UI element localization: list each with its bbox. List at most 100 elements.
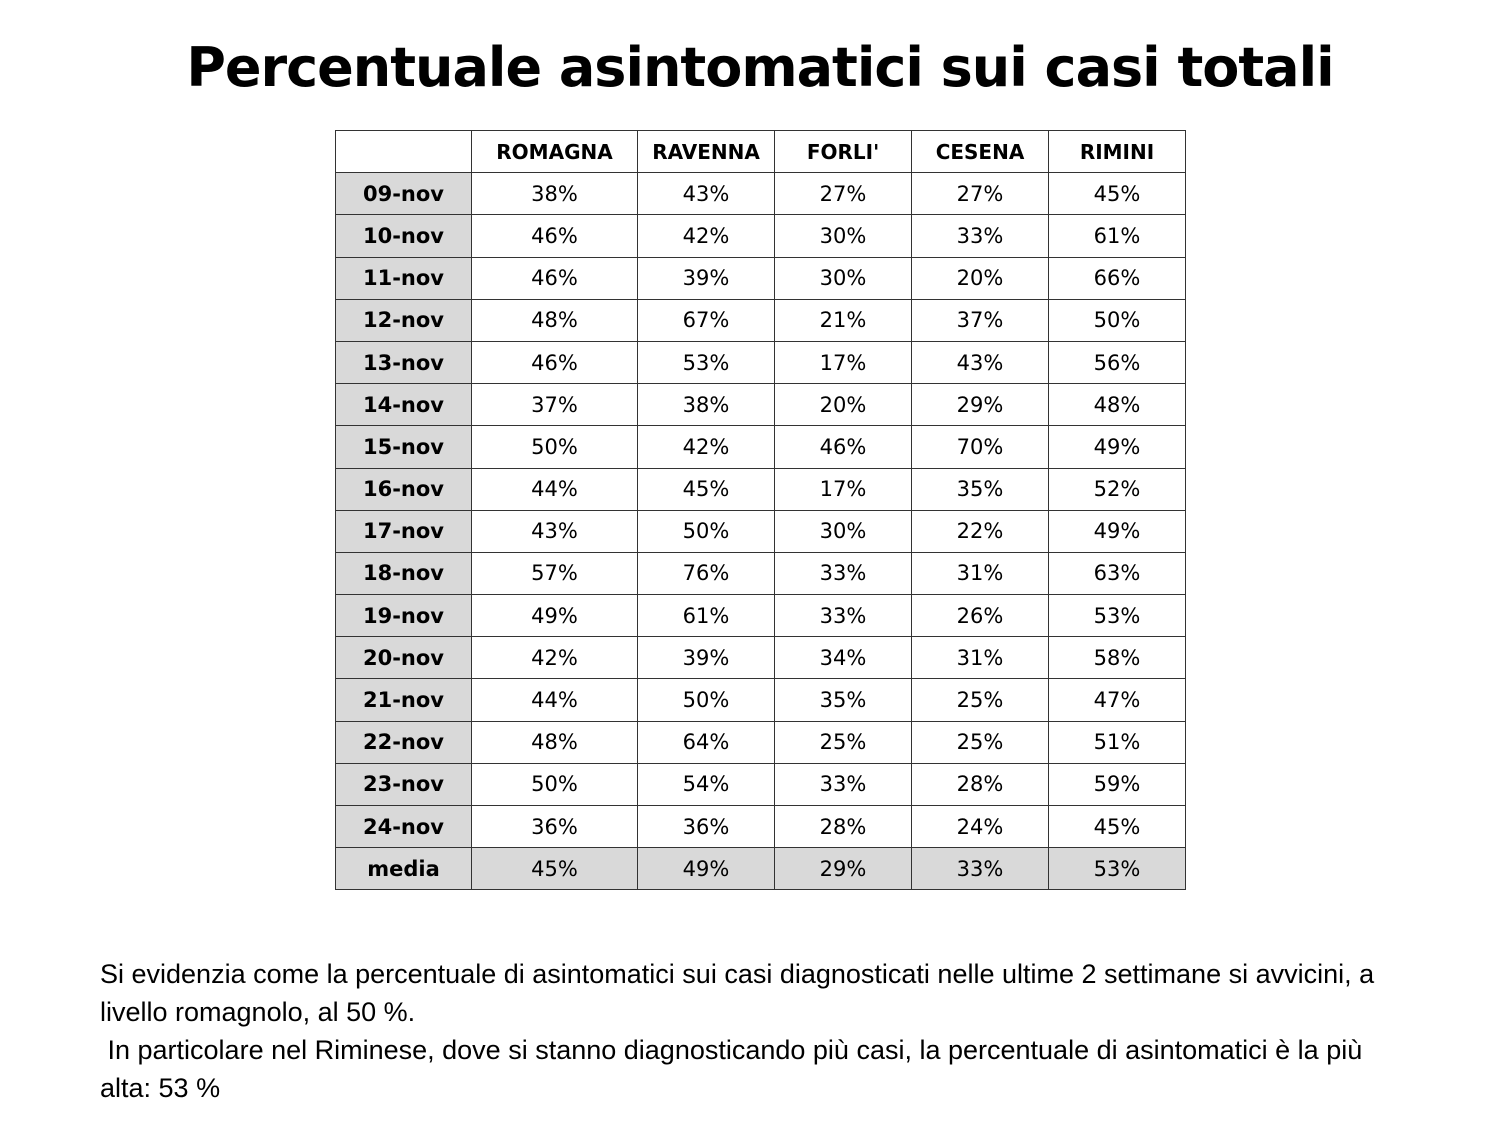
date-cell: 16-nov (335, 467, 472, 511)
value-cell: 47% (1048, 678, 1186, 722)
value-cell: 25% (774, 720, 912, 764)
value-cell: 45% (471, 847, 638, 891)
value-cell: 39% (637, 636, 775, 680)
value-cell: 66% (1048, 256, 1186, 300)
value-cell: 39% (637, 256, 775, 300)
value-cell: 35% (774, 678, 912, 722)
value-cell: 50% (471, 762, 638, 807)
value-cell: 42% (471, 636, 638, 680)
table-row: 15-nov 50% 42% 46% 70% 49% (335, 425, 1186, 469)
note-line-2: In particolare nel Riminese, dove si sta… (100, 1035, 1363, 1103)
media-row: media 45% 49% 29% 33% 53% (335, 847, 1186, 891)
value-cell: 50% (637, 509, 775, 553)
value-cell: 42% (637, 214, 775, 258)
value-cell: 52% (1048, 467, 1186, 511)
column-header: CESENA (911, 129, 1049, 174)
value-cell: 29% (911, 383, 1049, 427)
date-cell: 23-nov (335, 762, 472, 807)
column-header: RIMINI (1048, 129, 1186, 174)
value-cell: 24% (911, 804, 1049, 849)
value-cell: 36% (637, 804, 775, 849)
date-cell: 11-nov (335, 256, 472, 300)
column-header (335, 129, 472, 174)
value-cell: 58% (1048, 636, 1186, 680)
table-row: 21-nov 44% 50% 35% 25% 47% (335, 678, 1186, 722)
slide-title: Percentuale asintomatici sui casi totali (186, 36, 1334, 99)
column-header: FORLI' (774, 129, 912, 174)
table-row: 19-nov 49% 61% 33% 26% 53% (335, 594, 1186, 638)
value-cell: 67% (637, 298, 775, 342)
value-cell: 31% (911, 551, 1049, 596)
value-cell: 49% (1048, 509, 1186, 553)
table-row: 20-nov 42% 39% 34% 31% 58% (335, 636, 1186, 680)
table-row: 12-nov 48% 67% 21% 37% 50% (335, 298, 1186, 342)
value-cell: 33% (774, 594, 912, 638)
value-cell: 25% (911, 678, 1049, 722)
value-cell: 49% (471, 594, 638, 638)
table-row: 24-nov 36% 36% 28% 24% 45% (335, 804, 1186, 849)
value-cell: 28% (774, 804, 912, 849)
value-cell: 76% (637, 551, 775, 596)
date-cell: 18-nov (335, 551, 472, 596)
value-cell: 28% (911, 762, 1049, 807)
note-line-1: Si evidenzia come la percentuale di asin… (100, 959, 1375, 1027)
value-cell: 31% (911, 636, 1049, 680)
value-cell: 21% (774, 298, 912, 342)
asymptomatic-table: ROMAGNA RAVENNA FORLI' CESENA RIMINI 09-nov 3… (335, 129, 1186, 891)
value-cell: 50% (1048, 298, 1186, 342)
value-cell: 20% (774, 383, 912, 427)
date-cell: 19-nov (335, 594, 472, 638)
value-cell: 53% (1048, 847, 1186, 891)
value-cell: 20% (911, 256, 1049, 300)
value-cell: 43% (911, 340, 1049, 385)
table-row: 18-nov 57% 76% 33% 31% 63% (335, 551, 1186, 596)
column-header: ROMAGNA (471, 129, 638, 174)
value-cell: 53% (1048, 594, 1186, 638)
table-header-row: ROMAGNA RAVENNA FORLI' CESENA RIMINI (335, 129, 1186, 174)
value-cell: 22% (911, 509, 1049, 553)
date-cell: 24-nov (335, 804, 472, 849)
value-cell: 45% (1048, 804, 1186, 849)
media-label: media (335, 847, 472, 891)
table-row: 11-nov 46% 39% 30% 20% 66% (335, 256, 1186, 300)
table-row: 10-nov 46% 42% 30% 33% 61% (335, 214, 1186, 258)
value-cell: 42% (637, 425, 775, 469)
value-cell: 46% (774, 425, 912, 469)
value-cell: 50% (637, 678, 775, 722)
table-row: 23-nov 50% 54% 33% 28% 59% (335, 762, 1186, 807)
value-cell: 44% (471, 678, 638, 722)
value-cell: 45% (1048, 172, 1186, 216)
value-cell: 43% (471, 509, 638, 553)
table-row: 22-nov 48% 64% 25% 25% 51% (335, 720, 1186, 764)
value-cell: 30% (774, 256, 912, 300)
value-cell: 30% (774, 509, 912, 553)
value-cell: 25% (911, 720, 1049, 764)
value-cell: 34% (774, 636, 912, 680)
value-cell: 49% (637, 847, 775, 891)
value-cell: 27% (911, 172, 1049, 216)
value-cell: 17% (774, 467, 912, 511)
value-cell: 44% (471, 467, 638, 511)
value-cell: 33% (774, 551, 912, 596)
value-cell: 50% (471, 425, 638, 469)
date-cell: 14-nov (335, 383, 472, 427)
value-cell: 37% (471, 383, 638, 427)
value-cell: 17% (774, 340, 912, 385)
date-cell: 09-nov (335, 172, 472, 216)
date-cell: 17-nov (335, 509, 472, 553)
table-row: 09-nov 38% 43% 27% 27% 45% (335, 172, 1186, 216)
value-cell: 27% (774, 172, 912, 216)
value-cell: 33% (911, 214, 1049, 258)
value-cell: 61% (637, 594, 775, 638)
value-cell: 48% (1048, 383, 1186, 427)
value-cell: 37% (911, 298, 1049, 342)
value-cell: 59% (1048, 762, 1186, 807)
value-cell: 48% (471, 298, 638, 342)
value-cell: 56% (1048, 340, 1186, 385)
value-cell: 48% (471, 720, 638, 764)
value-cell: 46% (471, 256, 638, 300)
date-cell: 13-nov (335, 340, 472, 385)
date-cell: 20-nov (335, 636, 472, 680)
table-row: 13-nov 46% 53% 17% 43% 56% (335, 340, 1186, 385)
value-cell: 38% (637, 383, 775, 427)
